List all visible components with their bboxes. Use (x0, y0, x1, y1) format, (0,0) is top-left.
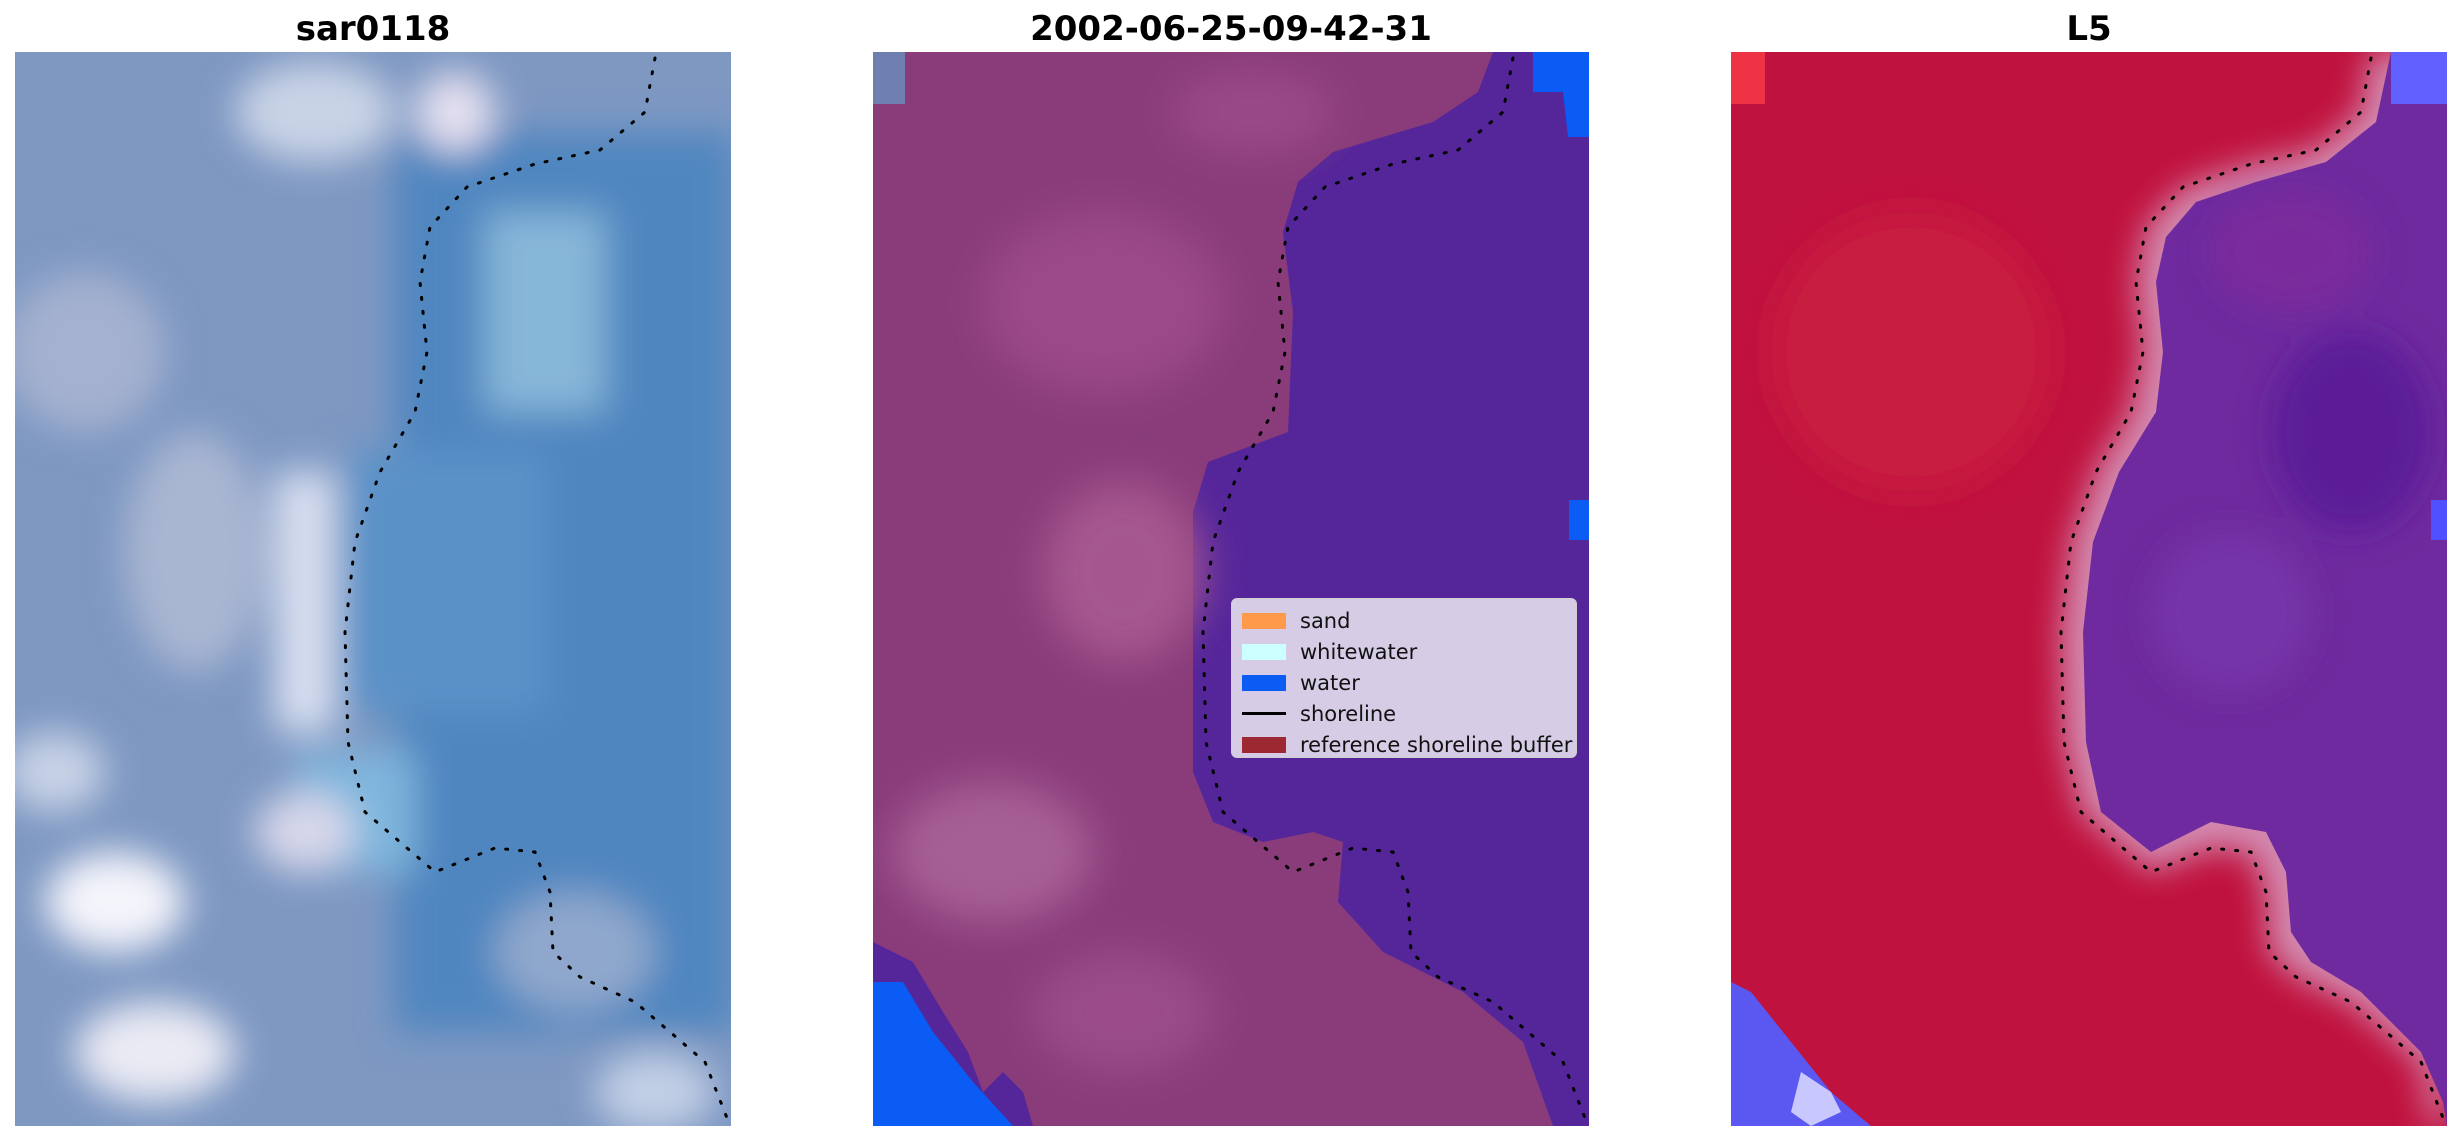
panel-title-sar: sar0118 (295, 9, 451, 49)
classified-image-panel (873, 52, 1589, 1126)
legend-item-water: water (1242, 667, 1566, 698)
index-image-panel (1731, 52, 2447, 1126)
legend-item-buffer: reference shoreline buffer (1242, 729, 1572, 760)
legend-swatch-water (1242, 674, 1286, 691)
legend-label-shoreline: shoreline (1300, 701, 1397, 726)
legend-label-sand: sand (1300, 608, 1351, 633)
classified-image (873, 52, 1589, 1126)
shoreline-classified (1201, 56, 1587, 1120)
index-image (1731, 52, 2447, 1126)
legend-label-water: water (1300, 670, 1360, 695)
legend-line-shoreline (1242, 712, 1286, 715)
shoreline-sar (343, 56, 729, 1120)
legend-label-buffer: reference shoreline buffer (1300, 732, 1573, 757)
legend-swatch-whitewater (1242, 643, 1286, 660)
legend-item-whitewater: whitewater (1242, 636, 1566, 667)
sar-image (15, 52, 731, 1126)
shoreline-index (2059, 56, 2445, 1120)
legend-label-whitewater: whitewater (1300, 639, 1418, 664)
legend-swatch-buffer (1242, 736, 1286, 753)
legend-item-sand: sand (1242, 605, 1566, 636)
panel-title-classified: 2002-06-25-09-42-31 (1030, 9, 1432, 49)
sar-image-panel (15, 52, 731, 1126)
legend-item-shoreline: shoreline (1242, 698, 1566, 729)
legend-swatch-sand (1242, 612, 1286, 629)
panel-title-index: L5 (2066, 9, 2112, 49)
legend: sand whitewater water shoreline referenc… (1231, 598, 1577, 758)
